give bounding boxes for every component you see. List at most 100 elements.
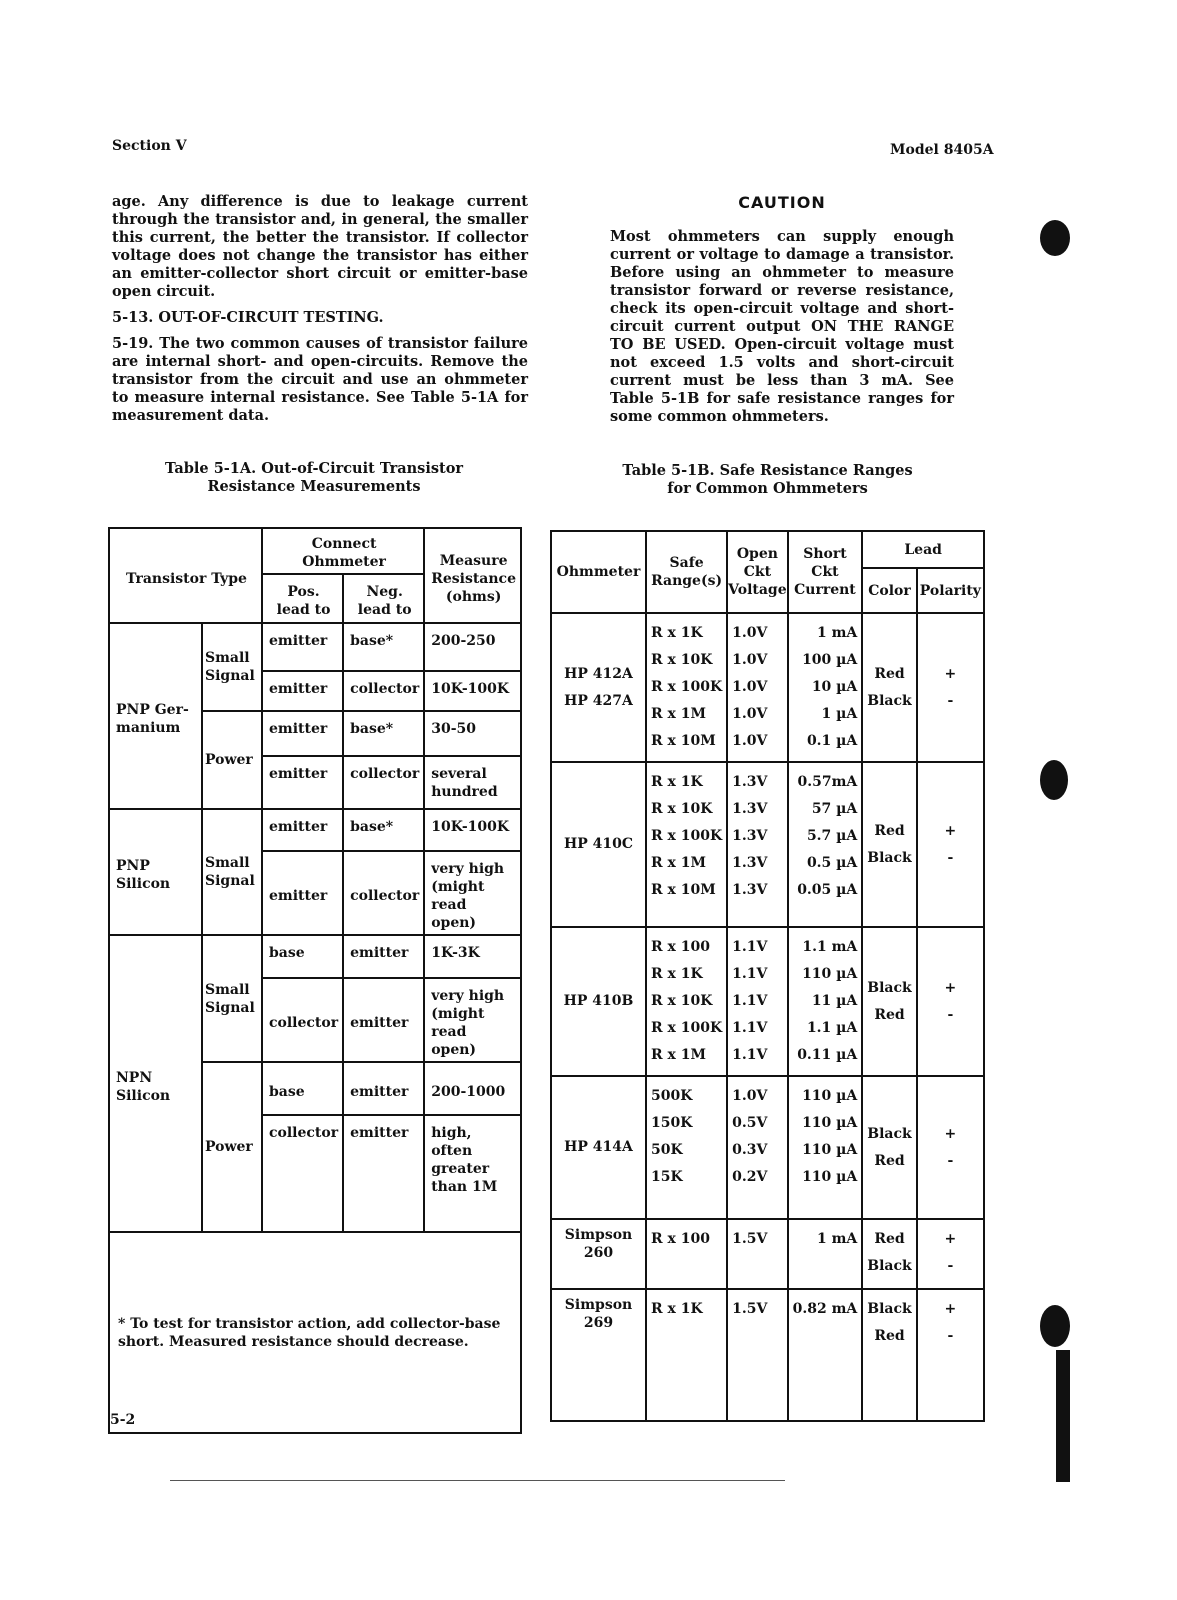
cell-value: 1 µA	[821, 706, 858, 722]
neg-cell: emitter	[342, 934, 426, 979]
color-cell: Black Red	[861, 926, 918, 1077]
header-measure-resistance: Measure Resistance (ohms)	[423, 527, 522, 624]
cell-value: +	[944, 822, 957, 839]
paragraph: age. Any difference is due to leakage cu…	[112, 193, 528, 300]
pos-cell: emitter	[260, 850, 345, 936]
range-cell: R x 100 R x 1K R x 10K R x 100K R x 1M	[645, 926, 729, 1077]
resistance-cell: 10K-100K	[423, 670, 522, 712]
range-cell: R x 1K	[645, 1288, 729, 1422]
subtype-cell: Power	[200, 710, 263, 810]
neg-cell: base*	[342, 808, 426, 852]
pos-cell: emitter	[260, 670, 345, 712]
cell-value: R x 10K	[651, 652, 713, 668]
cell-value: 0.5V	[732, 1115, 768, 1131]
cell-value: 110 µA	[802, 1142, 858, 1158]
cell-value: 1.1V	[732, 1020, 768, 1036]
ohmmeter-cell: HP 412A HP 427A	[549, 612, 648, 763]
resistance-cell: very high (might read open)	[423, 850, 522, 936]
color-cell: Black Red	[861, 1288, 918, 1422]
cell-value: 110 µA	[802, 1088, 858, 1104]
cell-value: 0.3V	[732, 1142, 768, 1158]
ohmmeter-cell: HP 410B	[549, 926, 648, 1077]
cell-value: R x 10M	[651, 882, 716, 898]
pos-cell: collector	[260, 977, 345, 1063]
cell-value: R x 100K	[651, 1020, 723, 1036]
pos-cell: emitter	[260, 755, 345, 810]
table-row: Power emitter base* 30-50	[109, 710, 522, 810]
cell-value: R x 1K	[651, 1301, 703, 1317]
cell-value: 1.5V	[732, 1301, 768, 1317]
binder-hole-mark	[1040, 220, 1070, 256]
polarity-cell: + -	[915, 1218, 986, 1290]
cell-value: Black	[867, 692, 912, 709]
cell-value: 1.1 mA	[802, 939, 858, 955]
cell-value: 110 µA	[802, 1115, 858, 1131]
ohmmeter-group-row: Simpson 260 R x 100 1.5V 1 mA Red Black + -	[549, 1218, 986, 1290]
cell-value: Red	[874, 1328, 905, 1344]
color-cell: Black Red	[861, 1075, 918, 1220]
header-neg-lead: Neg. lead to	[342, 573, 426, 624]
cell-value: 1.3V	[732, 828, 768, 844]
cell-value: 110 µA	[802, 1169, 858, 1185]
cell-value: -	[947, 1328, 954, 1344]
caption-line: Table 5-1A. Out-of-Circuit Transistor	[164, 460, 464, 477]
cell-value: R x 100	[651, 1231, 710, 1247]
pos-cell: emitter	[260, 622, 345, 672]
pos-cell: collector	[260, 1114, 345, 1233]
cell-value: -	[947, 1006, 954, 1023]
voltage-cell: 1.1V 1.1V 1.1V 1.1V 1.1V	[726, 926, 789, 1077]
caution-title: CAUTION	[738, 193, 826, 212]
cell-value: +	[944, 979, 957, 996]
resistance-cell: 1K-3K	[423, 934, 522, 979]
type-cell: NPN Silicon	[108, 934, 203, 1233]
voltage-cell: 1.0V 1.0V 1.0V 1.0V 1.0V	[726, 612, 789, 763]
cell-value: HP 414A	[564, 1139, 633, 1155]
cell-value: -	[947, 692, 954, 709]
cell-value: 500K	[651, 1088, 693, 1104]
cell-value: Red	[874, 1231, 905, 1247]
cell-value: 1.1 µA	[806, 1020, 858, 1036]
ohmmeter-cell: Simpson 260	[549, 1218, 648, 1290]
ohmmeter-cell: HP 414A	[549, 1075, 648, 1220]
ohmmeter-cell: HP 410C	[549, 761, 648, 928]
cell-value: R x 100K	[651, 828, 723, 844]
cell-value: Black	[867, 1125, 912, 1142]
table-a-footnote: * To test for transistor action, add col…	[108, 1231, 522, 1434]
cell-value: R x 100K	[651, 679, 723, 695]
caption-line: for Common Ohmmeters	[667, 480, 868, 497]
table-5-1a: Transistor Type Connect Ohmmeter Measure…	[108, 527, 522, 1434]
polarity-cell: + -	[915, 926, 986, 1077]
voltage-cell: 1.5V	[726, 1288, 789, 1422]
cell-value: 1.5V	[732, 1231, 768, 1247]
range-cell: R x 1K R x 10K R x 100K R x 1M R x 10M	[645, 761, 729, 928]
cell-value: R x 10M	[651, 733, 716, 749]
range-cell: 500K 150K 50K 15K	[645, 1075, 729, 1220]
ohmmeter-group-row: HP 414A 500K 150K 50K 15K 1.0V 0.5V 0.3V 0.2V 110…	[549, 1075, 986, 1220]
cell-value: +	[944, 1301, 957, 1317]
cell-value: 5.7 µA	[806, 828, 858, 844]
cell-value: Red	[874, 822, 905, 839]
cell-value: 100 µA	[802, 652, 858, 668]
cell-value: 110 µA	[802, 966, 858, 982]
scan-line	[170, 1480, 785, 1481]
cell-value: 1.3V	[732, 801, 768, 817]
cell-value: 1.0V	[732, 652, 768, 668]
cell-value: 1.0V	[732, 733, 768, 749]
ohmmeter-group-row: HP 410B R x 100 R x 1K R x 10K R x 100K R x 1…	[549, 926, 986, 1077]
cell-value: 15K	[651, 1169, 683, 1185]
table-row: emitter collector 10K-100K	[109, 670, 522, 712]
cell-value: 1.1V	[732, 993, 768, 1009]
range-cell: R x 100	[645, 1218, 729, 1290]
cell-value: 1.0V	[732, 706, 768, 722]
ohmmeter-group-row: Simpson 269 R x 1K 1.5V 0.82 mA Black Red + -	[549, 1288, 986, 1422]
type-cell: PNP Ger-manium	[108, 622, 203, 810]
resistance-cell: 200-1000	[423, 1061, 522, 1116]
table-row: Power base emitter 200-1000	[109, 1061, 522, 1233]
cell-value: 0.2V	[732, 1169, 768, 1185]
cell-value: R x 1M	[651, 706, 706, 722]
cell-value: +	[944, 1125, 957, 1142]
current-cell: 0.57mA 57 µA 5.7 µA 0.5 µA 0.05 µA	[786, 761, 864, 928]
cell-value: 0.5 µA	[806, 855, 858, 871]
ohmmeter-group-row: HP 410C R x 1K R x 10K R x 100K R x 1M R x 10…	[549, 761, 986, 928]
